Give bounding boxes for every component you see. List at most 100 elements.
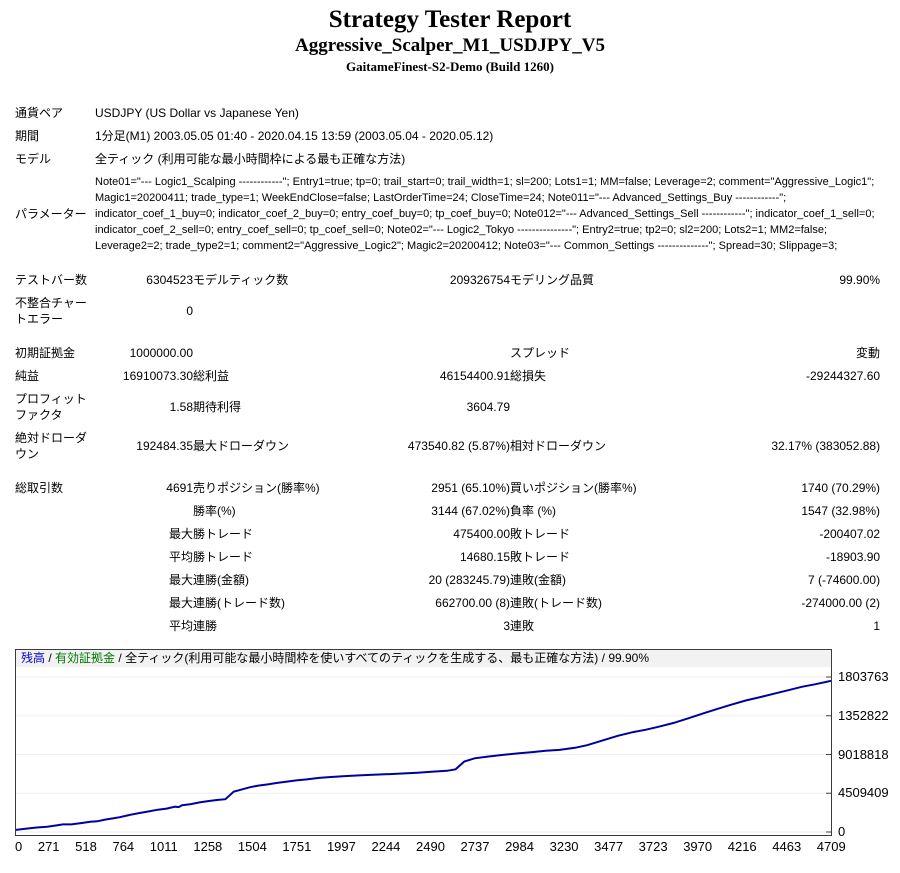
gross-profit-label: 総利益: [193, 369, 230, 383]
x-axis-label: 1258: [193, 839, 223, 854]
total-trades-value: 4691: [166, 481, 193, 495]
balance-curve-svg: [16, 676, 831, 833]
server-build: GaitameFinest-S2-Demo (Build 1260): [346, 59, 554, 74]
x-axis-label: 271: [37, 839, 60, 854]
mismatch-label: 不整合チャートエラー: [15, 296, 87, 326]
legend-separator: /: [115, 651, 126, 665]
x-axis-label: 3477: [594, 839, 624, 854]
consec-losses-money-label: 連敗(金額): [510, 573, 566, 587]
average-win-label: 勝トレード: [193, 550, 254, 564]
row-win-loss-rate: 勝率(%) 3144 (67.02%) 負率 (%) 1547 (32.98%): [15, 499, 880, 522]
row-deposit: 初期証拠金 1000000.00 スプレッド 変動: [15, 341, 880, 364]
period-label: 期間: [15, 129, 40, 143]
consec-wins-count-label: 連勝(トレード数): [193, 596, 285, 610]
average-win-value: 14680.15: [459, 550, 510, 564]
row-net-profit: 純益 16910073.30 総利益 46154400.91 総損失 -2924…: [15, 364, 880, 387]
short-positions-label: 売りポジション(勝率%): [193, 481, 320, 495]
x-axis-label: 4463: [772, 839, 802, 854]
chart-legend: 残高 / 有効証拠金 / 全ティック(利用可能な最小時間枠を使いすべてのティック…: [16, 650, 831, 667]
quality-label: モデリング品質: [510, 273, 595, 287]
x-axis-label: 518: [75, 839, 97, 854]
short-positions-value: 2951 (65.10%): [431, 481, 510, 495]
x-axis-label: 1504: [237, 839, 267, 854]
y-axis-label: 1352822: [838, 707, 889, 723]
qualifier-largest: 最大: [168, 596, 193, 610]
parameters-value: Note01="--- Logic1_Scalping ------------…: [95, 176, 875, 252]
model-value: 全ティック (利用可能な最小時間枠による最も正確な方法): [95, 152, 406, 166]
row-drawdown: 絶対ドローダウン 192484.35 最大ドローダウン 473540.82 (5…: [15, 426, 880, 465]
avg-consec-losses-value: 1: [873, 619, 881, 633]
spread-value: 変動: [856, 346, 881, 360]
x-axis-label: 4216: [727, 839, 757, 854]
deposit-label: 初期証拠金: [15, 346, 76, 360]
qualifier-average: 平均: [168, 619, 193, 633]
symbol-value: USDJPY (US Dollar vs Japanese Yen): [95, 106, 299, 120]
gross-loss-value: -29244327.60: [805, 369, 881, 383]
mismatch-value: 0: [186, 304, 193, 318]
row-average-trades: 平均 勝トレード 14680.15 敗トレード -18903.90: [15, 545, 880, 568]
consec-losses-count-value: -274000.00 (2): [801, 596, 881, 610]
expected-payoff-value: 3604.79: [466, 400, 510, 414]
row-largest-trades: 最大 勝トレード 475400.00 敗トレード -200407.02: [15, 522, 880, 545]
row-consecutive-money: 最大 連勝(金額) 20 (283245.79) 連敗(金額) 7 (-7460…: [15, 568, 880, 591]
legend-separator: /: [45, 651, 56, 665]
consec-losses-money-value: 7 (-74600.00): [808, 573, 881, 587]
parameters-label: パラメーター: [15, 207, 87, 221]
abs-drawdown-value: 192484.35: [136, 439, 193, 453]
y-axis-label: 4509409: [838, 785, 889, 801]
x-axis-label: 3723: [638, 839, 668, 854]
row-bars: テストバー数 6304523 モデルティック数 209326754 モデリング品…: [15, 268, 880, 291]
row-period: 期間 1分足(M1) 2003.05.05 01:40 - 2020.04.15…: [15, 124, 880, 147]
x-axis-label: 2490: [416, 839, 445, 854]
chart-y-axis: 1803763 1352822 9018818 4509409 0: [832, 649, 898, 839]
expert-name: Aggressive_Scalper_M1_USDJPY_V5: [295, 35, 605, 56]
profit-factor-value: 1.58: [169, 400, 193, 414]
row-total-trades: 総取引数 4691 売りポジション(勝率%) 2951 (65.10%) 買いポ…: [15, 476, 880, 499]
report-header: Strategy Tester Report Aggressive_Scalpe…: [0, 0, 900, 75]
spread-label: スプレッド: [510, 346, 571, 360]
largest-win-value: 475400.00: [453, 527, 510, 541]
x-axis-label: 3970: [683, 839, 713, 854]
total-trades-label: 総取引数: [15, 481, 64, 495]
loss-rate-label: 負率 (%): [510, 504, 556, 518]
rel-drawdown-value: 32.17% (383052.88): [771, 439, 881, 453]
x-axis-label: 2737: [460, 839, 490, 854]
row-profit-factor: プロフィットファクタ 1.58 期待利得 3604.79: [15, 387, 880, 426]
x-axis-label: 3230: [549, 839, 579, 854]
profit-factor-label: プロフィットファクタ: [15, 392, 87, 422]
legend-balance: 残高: [21, 651, 46, 665]
y-axis-label: 0: [838, 824, 846, 839]
qualifier-largest: 最大: [168, 527, 193, 541]
abs-drawdown-label: 絶対ドローダウン: [15, 431, 88, 461]
row-parameters: パラメーター Note01="--- Logic1_Scalping -----…: [15, 170, 880, 257]
gross-profit-value: 46154400.91: [439, 369, 510, 383]
max-drawdown-label: 最大ドローダウン: [193, 439, 290, 453]
legend-model-text: 全ティック(利用可能な最小時間枠を使いすべてのティックを生成する、最も正確な方法…: [125, 651, 599, 665]
deposit-value: 1000000.00: [129, 346, 193, 360]
period-value: 1分足(M1) 2003.05.05 01:40 - 2020.04.15 13…: [95, 129, 494, 143]
avg-consec-wins-label: 連勝: [193, 619, 218, 633]
long-positions-value: 1740 (70.29%): [801, 481, 881, 495]
average-loss-value: -18903.90: [826, 550, 881, 564]
balance-chart: 残高 / 有効証拠金 / 全ティック(利用可能な最小時間枠を使いすべてのティック…: [15, 649, 900, 854]
avg-consec-losses-label: 連敗: [510, 619, 535, 633]
legend-equity: 有効証拠金: [55, 651, 116, 665]
report-title: Strategy Tester Report: [328, 6, 572, 33]
legend-quality: 99.90%: [608, 651, 650, 665]
qualifier-average: 平均: [168, 550, 193, 564]
legend-separator: /: [598, 651, 609, 665]
stats-table: 通貨ペア USDJPY (US Dollar vs Japanese Yen) …: [15, 101, 880, 637]
model-label: モデル: [15, 152, 52, 166]
loss-rate-value: 1547 (32.98%): [801, 504, 881, 518]
bars-label: テストバー数: [15, 273, 88, 287]
win-rate-label: 勝率(%): [193, 504, 236, 518]
row-consecutive-average: 平均 連勝 3 連敗 1: [15, 614, 880, 637]
qualifier-largest: 最大: [168, 573, 193, 587]
largest-win-label: 勝トレード: [193, 527, 254, 541]
long-positions-label: 買いポジション(勝率%): [510, 481, 637, 495]
y-axis-label: 9018818: [838, 746, 889, 762]
chart-x-axis: 0 271 518 764 1011 1258 1504 1751 1997 2244 2490 27…: [15, 839, 846, 854]
row-mismatch: 不整合チャートエラー 0: [15, 291, 880, 330]
x-axis-label: 1011: [149, 839, 178, 854]
symbol-label: 通貨ペア: [15, 106, 64, 120]
